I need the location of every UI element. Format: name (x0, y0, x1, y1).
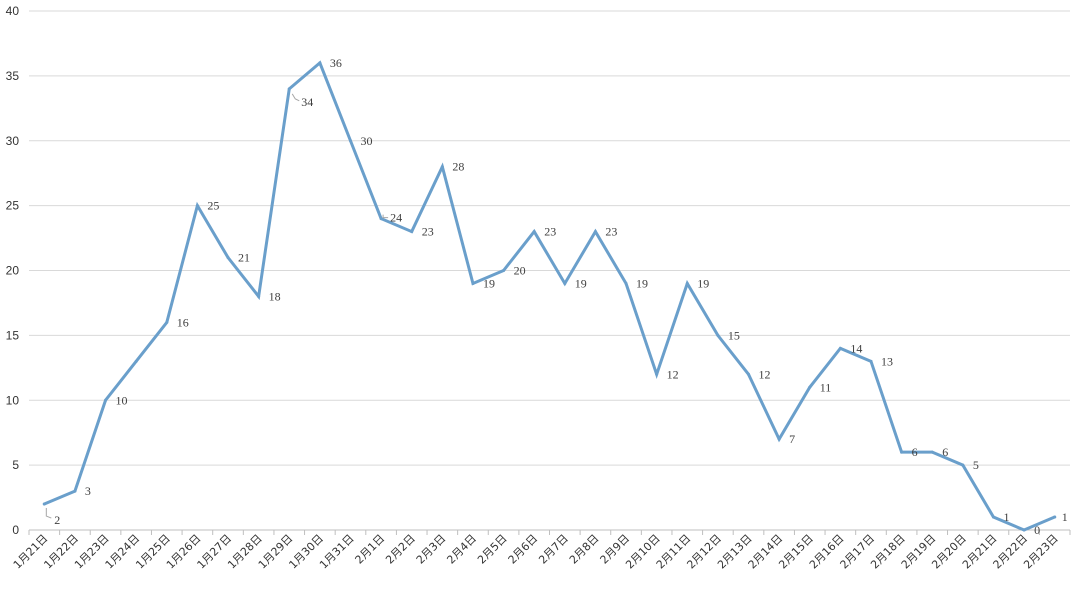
data-point (348, 139, 352, 143)
data-point (624, 281, 628, 285)
data-point (502, 269, 506, 272)
data-label: 16 (177, 315, 189, 329)
data-label: 10 (116, 393, 128, 407)
data-point (226, 256, 230, 260)
data-point (930, 450, 934, 454)
y-tick-label: 15 (6, 328, 20, 342)
x-tick-label: 2月2日 (383, 532, 418, 567)
data-label: 36 (330, 56, 342, 70)
x-tick-label: 2月23日 (1021, 532, 1061, 572)
data-label: 34 (301, 95, 313, 109)
x-tick-label: 2月5日 (475, 532, 510, 567)
y-tick-label: 5 (12, 458, 19, 472)
data-label: 30 (360, 134, 372, 148)
x-tick-label: 2月7日 (536, 532, 571, 567)
data-point (318, 61, 322, 65)
data-point (655, 372, 659, 376)
data-label: 14 (850, 341, 862, 355)
data-point (838, 346, 842, 350)
data-label: 12 (759, 367, 771, 381)
data-point (165, 320, 169, 324)
data-label: 6 (912, 445, 918, 459)
data-label: 6 (942, 445, 948, 459)
data-label: 25 (207, 199, 219, 213)
data-point (440, 165, 444, 169)
data-point (1053, 515, 1057, 519)
data-label: 19 (636, 276, 648, 290)
gridlines (29, 10, 1070, 466)
series-layer (42, 60, 1057, 532)
leader-line (291, 93, 300, 102)
data-point (563, 281, 567, 285)
data-point (134, 359, 138, 363)
series-line (42, 60, 1057, 532)
data-labels: 2310162521183436302423281920231923191219… (45, 56, 1068, 537)
y-axis: 0 5 10 15 20 25 30 35 40 (6, 4, 20, 537)
y-tick-label: 40 (6, 4, 20, 18)
data-point (747, 372, 751, 376)
data-point (991, 515, 995, 519)
data-label: 2 (54, 513, 60, 527)
x-tick-label: 2月8日 (567, 532, 602, 567)
data-label: 19 (697, 276, 709, 290)
y-tick-label: 35 (6, 69, 20, 83)
y-tick-label: 10 (6, 393, 20, 407)
data-label: 5 (973, 458, 979, 472)
x-tick-label: 2月4日 (444, 532, 479, 567)
data-label: 18 (269, 289, 281, 303)
x-tick-label: 2月6日 (506, 532, 541, 567)
data-point (410, 230, 414, 234)
data-label: 15 (728, 328, 740, 342)
data-label: 7 (789, 432, 795, 446)
data-point (42, 502, 46, 506)
data-label: 11 (820, 380, 832, 394)
data-label: 23 (544, 225, 556, 239)
data-label: 28 (452, 160, 464, 174)
data-point (287, 87, 291, 91)
data-point (471, 281, 475, 285)
data-point (716, 333, 720, 337)
y-tick-label: 0 (12, 523, 19, 537)
data-point (73, 489, 77, 493)
data-label: 19 (483, 276, 495, 290)
leader-line (45, 508, 52, 519)
data-label: 3 (85, 484, 91, 498)
data-label: 23 (605, 225, 617, 239)
data-label: 1 (1062, 510, 1068, 524)
data-label: 21 (238, 251, 250, 265)
data-label: 23 (422, 225, 434, 239)
data-point (195, 204, 199, 208)
data-label: 0 (1034, 523, 1040, 537)
x-tick-label: 2月3日 (414, 532, 449, 567)
data-point (104, 398, 108, 402)
data-point (593, 230, 597, 234)
data-point (777, 437, 781, 441)
leader-line (382, 214, 389, 219)
data-point (869, 359, 873, 363)
y-tick-label: 25 (6, 199, 20, 213)
y-tick-label: 20 (6, 264, 20, 278)
data-label: 12 (667, 367, 679, 381)
data-point (1022, 528, 1026, 532)
data-label: 13 (881, 354, 893, 368)
data-point (532, 230, 536, 234)
data-label: 19 (575, 276, 587, 290)
data-label: 20 (514, 264, 526, 278)
data-point (961, 463, 965, 467)
data-point (900, 450, 904, 454)
data-label: 24 (390, 211, 402, 225)
data-point (685, 281, 689, 285)
data-point (808, 385, 812, 389)
data-label: 1 (1003, 510, 1009, 524)
x-tick-label: 2月1日 (353, 532, 388, 567)
y-tick-label: 30 (6, 134, 20, 148)
data-point (379, 217, 383, 221)
x-tick-label: 1月31日 (317, 532, 357, 572)
x-axis: 1月21日1月22日1月23日1月24日1月25日1月26日1月27日1月28日… (11, 529, 1071, 572)
data-point (257, 294, 261, 298)
